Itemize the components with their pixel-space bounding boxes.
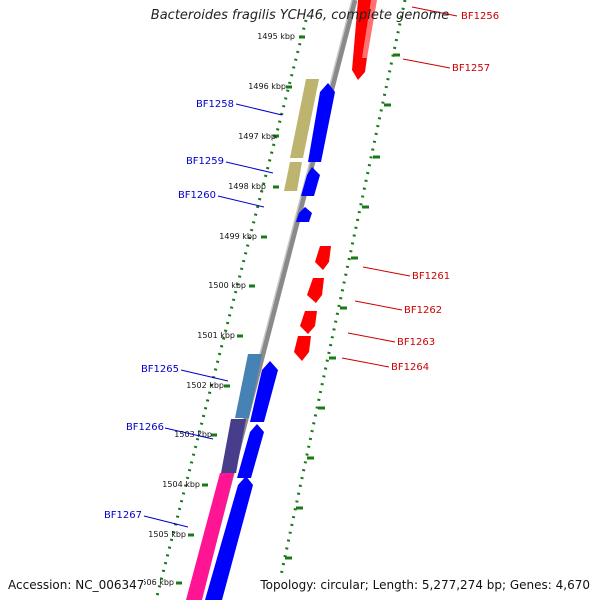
cds-bf1266[interactable] [237,424,264,478]
cds-bf1259[interactable] [301,167,320,196]
cds-bf1262[interactable] [307,278,324,303]
leader-line-bf1266 [164,427,214,440]
leader-line-bf1267 [143,515,189,528]
leader-line-bf1263 [347,332,396,343]
gene-label-bf1266[interactable]: BF1266 [126,422,164,433]
cog-block-steelblue [235,354,262,418]
gene-label-bf1260[interactable]: BF1260 [178,190,216,201]
leader-line-bf1261 [362,266,411,277]
cds-bf1261[interactable] [315,246,331,270]
gene-label-bf1258[interactable]: BF1258 [196,99,234,110]
ruler-label: 1501 kbp [197,331,235,340]
cds-bf1263[interactable] [300,311,317,334]
leader-line-bf1258 [235,103,283,116]
ruler-label: 1504 kbp [162,480,200,489]
leader-line-bf1256 [411,6,458,17]
right-major-ticks [285,53,400,560]
gene-label-bf1262[interactable]: BF1262 [404,305,442,316]
ruler-label: 1499 kbp [219,232,257,241]
gene-label-bf1265[interactable]: BF1265 [141,364,179,375]
gene-label-bf1264[interactable]: BF1264 [391,362,429,373]
gene-label-bf1263[interactable]: BF1263 [397,337,435,348]
gene-label-bf1257[interactable]: BF1257 [452,63,490,74]
ruler-label: 1498 kbp [228,182,266,191]
cog-block-pink [186,473,234,600]
ruler-label: 1502 kbp [186,381,224,390]
leader-line-bf1257 [402,58,451,69]
ruler-label: 1497 kbp [238,132,276,141]
gene-label-bf1259[interactable]: BF1259 [186,156,224,167]
cog-block-olive [290,79,319,158]
cog-block-darkslate [221,419,246,473]
leader-line-bf1265 [180,369,229,382]
map-title: Bacteroides fragilis YCH46, complete gen… [150,8,450,23]
cds-bf1267[interactable] [205,476,253,600]
leader-line-bf1262 [354,300,403,311]
ruler-label: 1495 kbp [257,32,295,41]
left-major-ticks [176,35,305,585]
ruler-label: 1500 kbp [208,281,246,290]
leader-line-bf1260 [217,195,265,208]
right-ruler-track [278,0,407,581]
leader-line-bf1264 [341,357,390,368]
cds-bf1256-highlight [362,0,377,58]
gene-label-bf1256[interactable]: BF1256 [461,11,499,22]
ruler-label: 1506 kbp [136,578,174,587]
cds-bf1258[interactable] [308,83,335,162]
gene-label-bf1261[interactable]: BF1261 [412,271,450,282]
leader-line-bf1259 [225,161,274,174]
genome-summary: Topology: circular; Length: 5,277,274 bp… [260,578,590,592]
cds-bf1265[interactable] [250,361,278,422]
cds-bf1260[interactable] [296,207,312,222]
gene-label-bf1267[interactable]: BF1267 [104,510,142,521]
cds-bf1264[interactable] [294,336,311,361]
accession-label: Accession: NC_006347 [8,578,145,592]
cog-block-olive [284,162,302,191]
ruler-label: 1496 kbp [248,82,286,91]
ruler-label: 1505 kbp [148,530,186,539]
